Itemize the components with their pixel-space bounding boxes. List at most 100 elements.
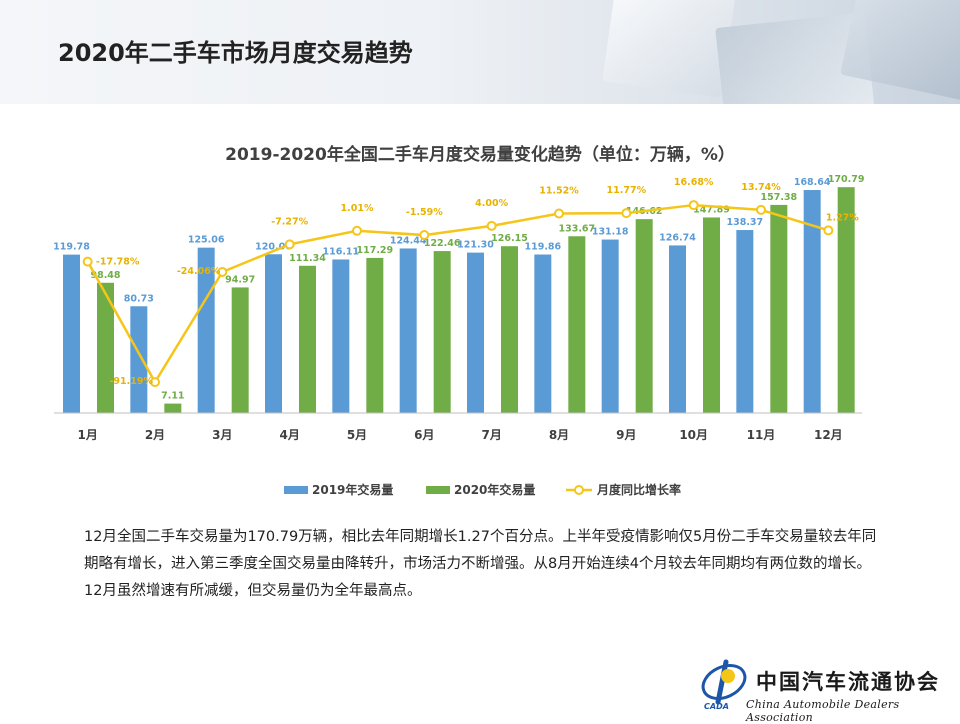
bar-2020: [703, 217, 720, 413]
legend-label-2020: 2020年交易量: [454, 482, 535, 497]
bar-label-2020: 111.34: [289, 253, 326, 264]
x-tick-label: 8月: [549, 428, 569, 442]
bar-2020: [635, 219, 653, 413]
logo-abbreviation: CADA: [704, 702, 729, 711]
growth-rate-point: [284, 239, 295, 250]
bar-2019: [669, 245, 686, 413]
x-tick-label: 5月: [347, 428, 367, 442]
growth-rate-point: [823, 225, 834, 236]
bar-label-2019: 168.64: [794, 177, 831, 188]
bar-label-2019: 125.06: [188, 235, 225, 246]
logo-title: 中国汽车流通协会: [756, 669, 940, 694]
description-text: 12月全国二手车交易量为170.79万辆，相比去年同期增长1.27个百分点。上半…: [84, 529, 877, 599]
bar-label-2019: 119.86: [524, 242, 561, 253]
bar-2019: [197, 247, 215, 413]
growth-rate-point: [150, 377, 160, 388]
growth-rate-point: [217, 266, 228, 277]
growth-rate-line: [86, 203, 829, 385]
bar-label-2020: 98.48: [90, 270, 120, 281]
chart-title: 2019-2020年全国二手车月度交易量变化趋势（单位：万辆，%）: [225, 144, 735, 165]
bar-2020: [770, 204, 788, 413]
bar-2019: [399, 248, 417, 413]
bar-label-2019: 131.18: [592, 227, 629, 238]
growth-rate-point: [486, 220, 497, 231]
cada-logo-icon: [701, 659, 747, 705]
bar-2019: [63, 254, 80, 413]
logo-subtitle: China Automobile Dealers Association: [746, 698, 900, 724]
monthly-trade-chart: 2019-2020年全国二手车月度交易量变化趋势（单位：万辆，%） 119.78 9…: [53, 144, 865, 497]
x-tick-label: 12月: [814, 428, 843, 442]
growth-rate-point: [554, 208, 564, 219]
legend-swatch-2019: [284, 486, 308, 494]
x-tick-label: 10月: [679, 428, 708, 442]
bar-2019: [332, 259, 350, 413]
bar-2020: [568, 236, 586, 413]
growth-rate-label: -17.78%: [96, 257, 140, 268]
bar-2019: [601, 239, 619, 413]
x-tick-label: 2月: [145, 428, 165, 442]
bar-label-2020: 133.67: [558, 223, 595, 234]
bar-label-2019: 120.06: [255, 241, 292, 252]
bar-label-2019: 119.78: [53, 242, 90, 253]
bar-label-2019: 116.11: [322, 246, 359, 257]
growth-rate-label: 1.27%: [826, 212, 859, 223]
bar-2019: [803, 190, 821, 413]
growth-rate-label: 4.00%: [475, 198, 508, 209]
growth-rate-label: 16.68%: [674, 177, 714, 188]
bar-2019: [130, 306, 148, 413]
bar-label-2019: 124.44: [390, 235, 427, 246]
legend-label-2019: 2019年交易量: [312, 482, 393, 497]
x-tick-label: 6月: [414, 428, 434, 442]
growth-rate-label: -1.59%: [406, 207, 443, 218]
bar-label-2020: 157.38: [760, 192, 797, 203]
bar-2020: [501, 246, 518, 413]
bar-label-2020: 7.11: [161, 391, 184, 402]
bar-2019: [265, 254, 282, 413]
bar-2020: [299, 265, 316, 413]
growth-rate-label: 11.52%: [539, 186, 579, 197]
bar-label-2020: 147.89: [693, 204, 730, 215]
growth-rate-label: 11.77%: [607, 185, 647, 196]
bar-label-2020: 122.46: [424, 238, 461, 249]
x-tick-label: 7月: [481, 428, 501, 442]
bar-label-2019: 138.37: [726, 217, 763, 228]
bar-label-2020: 170.79: [828, 174, 865, 185]
growth-rate-point: [688, 200, 699, 211]
growth-rate-point: [82, 256, 93, 267]
legend-marker-rate: [574, 485, 584, 495]
x-tick-label: 11月: [747, 428, 776, 442]
growth-rate-point: [756, 204, 766, 215]
bar-label-2020: 117.29: [356, 245, 393, 256]
page-title: 2020年二手车市场月度交易趋势: [58, 39, 413, 67]
growth-rate-label: 13.74%: [741, 182, 781, 193]
x-tick-label: 3月: [212, 428, 232, 442]
bar-label-2019: 121.30: [457, 240, 494, 251]
bar-2020: [433, 251, 451, 413]
growth-rate-label: -91.19%: [109, 376, 153, 387]
x-tick-label: 1月: [77, 428, 97, 442]
legend-swatch-2020: [426, 486, 450, 494]
bar-2020: [97, 282, 114, 413]
growth-rate-label: -24.06%: [177, 266, 221, 277]
legend-label-rate: 月度同比增长率: [596, 482, 681, 497]
bar-2020: [231, 287, 249, 413]
bar-2020: [366, 257, 384, 413]
growth-rate-point: [621, 208, 632, 219]
x-tick-label: 4月: [279, 428, 299, 442]
header-banner: 2020年二手车市场月度交易趋势: [0, 0, 960, 104]
cada-logo: CADA 中国汽车流通协会 China Automobile Dealers A…: [696, 652, 956, 724]
bar-2019: [534, 254, 552, 413]
growth-rate-label: -7.27%: [271, 216, 308, 227]
bar-2019: [467, 252, 484, 413]
growth-rate-label: 1.01%: [341, 203, 374, 214]
bar-2019: [736, 230, 754, 413]
bar-2020: [164, 403, 182, 413]
growth-rate-point: [352, 225, 362, 236]
bar-label-2019: 80.73: [124, 293, 154, 304]
bar-label-2019: 126.74: [659, 232, 696, 243]
bar-label-2020: 126.15: [491, 233, 528, 244]
x-tick-label: 9月: [616, 428, 636, 442]
growth-rate-point: [419, 230, 430, 241]
bar-2020: [837, 187, 855, 413]
bar-label-2020: 94.97: [225, 274, 255, 285]
